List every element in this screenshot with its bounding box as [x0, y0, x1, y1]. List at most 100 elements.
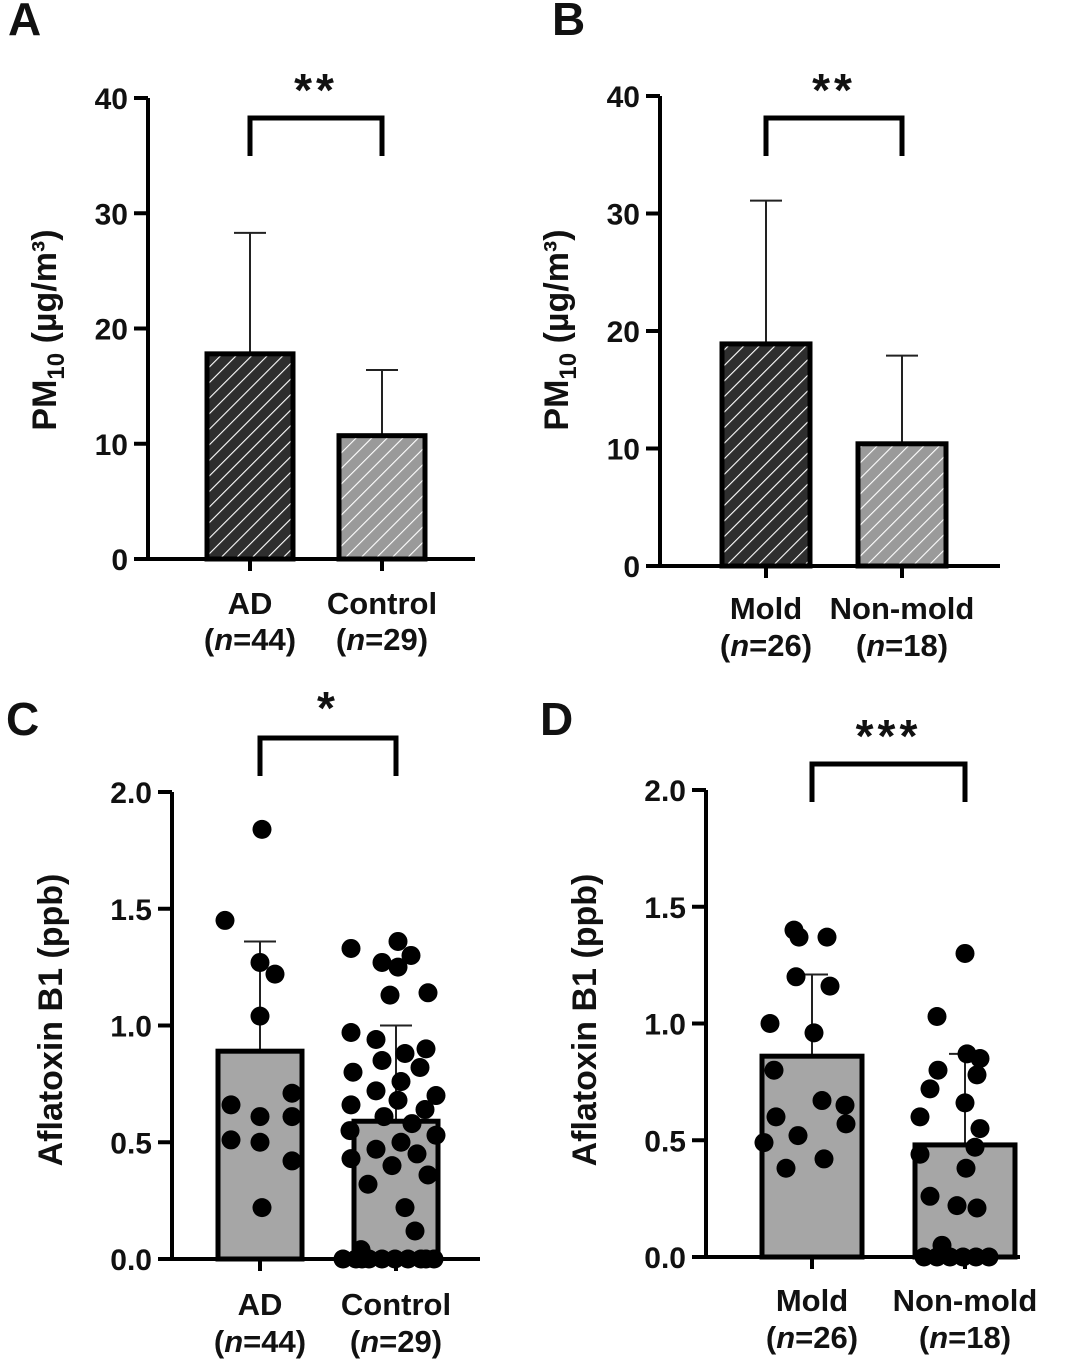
- data-point: [265, 964, 285, 984]
- n-value: =29): [379, 1324, 442, 1359]
- data-point: [955, 943, 975, 963]
- data-point: [418, 983, 438, 1003]
- x-tick-label: Mold: [776, 1283, 848, 1318]
- x-tick-label: Non-mold: [893, 1283, 1038, 1318]
- significance-bracket: [247, 115, 385, 156]
- y-tick-label: 1.0: [110, 1011, 152, 1044]
- n-symbol: n: [929, 1320, 948, 1355]
- data-point: [250, 1006, 270, 1026]
- bar-ad: [204, 351, 296, 562]
- panel-label-B: B: [552, 0, 585, 45]
- data-point: [391, 1132, 411, 1152]
- data-point: [967, 1198, 987, 1218]
- data-point: [215, 910, 235, 930]
- x-tick-n-label: (n=18): [856, 628, 948, 663]
- n-open: (: [720, 628, 731, 663]
- n-symbol: n: [776, 1320, 795, 1355]
- n-symbol: n: [360, 1324, 379, 1359]
- data-point: [789, 927, 809, 947]
- data-point: [920, 1186, 940, 1206]
- n-value: =26): [749, 628, 812, 663]
- significance-bracket: [809, 761, 968, 802]
- data-point: [395, 1198, 415, 1218]
- significance-stars: **: [812, 64, 856, 116]
- n-symbol: n: [214, 622, 233, 657]
- data-point: [343, 1062, 363, 1082]
- data-point: [372, 1051, 392, 1071]
- significance-stars: **: [294, 64, 338, 116]
- data-point: [341, 1023, 361, 1043]
- x-tick-label: AD: [228, 586, 273, 621]
- data-point: [340, 1121, 360, 1141]
- data-point: [382, 1156, 402, 1176]
- n-value: =18): [948, 1320, 1011, 1355]
- y-axis-label-main: PM: [26, 380, 64, 431]
- x-tick-n-label: (n=29): [350, 1324, 442, 1359]
- data-point: [341, 1149, 361, 1169]
- data-point: [380, 985, 400, 1005]
- y-axis-label-main: Aflatoxin B1 (ppb): [566, 874, 604, 1167]
- data-point: [391, 1072, 411, 1092]
- data-point: [221, 1095, 241, 1115]
- x-tick-label: Control: [327, 586, 437, 621]
- data-point: [836, 1114, 856, 1134]
- y-axis-label-main: Aflatoxin B1 (ppb): [32, 874, 70, 1167]
- data-point: [250, 1107, 270, 1127]
- data-point: [920, 1079, 940, 1099]
- data-point: [352, 1249, 372, 1269]
- y-tick-label: 40: [607, 81, 640, 114]
- data-point: [398, 1249, 418, 1269]
- bar-mold: [719, 341, 813, 569]
- data-point: [358, 1174, 378, 1194]
- panel-label-C: C: [6, 693, 39, 745]
- data-point: [928, 1060, 948, 1080]
- data-point: [221, 1130, 241, 1150]
- data-point: [372, 1249, 392, 1269]
- x-tick-n-label: (n=44): [204, 622, 296, 657]
- data-point: [372, 952, 392, 972]
- data-point: [418, 1165, 438, 1185]
- data-point: [947, 1196, 967, 1216]
- data-point: [835, 1095, 855, 1115]
- data-point: [416, 1039, 436, 1059]
- y-axis-label-sub: 10: [555, 353, 582, 380]
- panel-label-D: D: [540, 693, 573, 745]
- x-tick-n-label: (n=18): [919, 1320, 1011, 1355]
- y-axis-label: Aflatoxin B1 (ppb): [32, 874, 70, 1167]
- data-point: [814, 1149, 834, 1169]
- n-open: (: [766, 1320, 777, 1355]
- y-tick-label: 1.0: [644, 1009, 686, 1042]
- data-point: [764, 1060, 784, 1080]
- x-tick-n-label: (n=26): [766, 1320, 858, 1355]
- data-point: [788, 1126, 808, 1146]
- y-axis-label-unit: (µg/m³): [26, 229, 64, 352]
- y-tick-label: 0.0: [644, 1242, 686, 1275]
- y-tick-label: 0: [623, 551, 640, 584]
- n-open: (: [350, 1324, 361, 1359]
- data-point: [401, 945, 421, 965]
- y-axis-label-main: PM: [538, 380, 576, 431]
- data-point: [927, 1247, 947, 1267]
- y-tick-label: 40: [95, 83, 128, 116]
- data-point: [402, 1114, 422, 1134]
- data-point: [910, 1107, 930, 1127]
- data-point: [415, 1100, 435, 1120]
- bar-control: [336, 433, 428, 562]
- n-value: =44): [243, 1324, 306, 1359]
- y-axis-label-unit: (µg/m³): [538, 229, 576, 352]
- n-value: =29): [365, 622, 428, 657]
- y-tick-label: 20: [95, 314, 128, 347]
- data-point: [333, 1249, 353, 1269]
- data-point: [967, 1065, 987, 1085]
- significance-stars: *: [317, 682, 339, 734]
- data-point: [970, 1049, 990, 1069]
- data-point: [966, 1247, 986, 1267]
- y-tick-label: 10: [607, 434, 640, 467]
- data-point: [250, 1132, 270, 1152]
- significance-stars: ***: [856, 710, 922, 762]
- data-point: [786, 967, 806, 987]
- y-tick-label: 30: [95, 198, 128, 231]
- n-open: (: [856, 628, 867, 663]
- data-point: [914, 1247, 934, 1267]
- y-axis-label: PM10 (µg/m³): [26, 229, 70, 430]
